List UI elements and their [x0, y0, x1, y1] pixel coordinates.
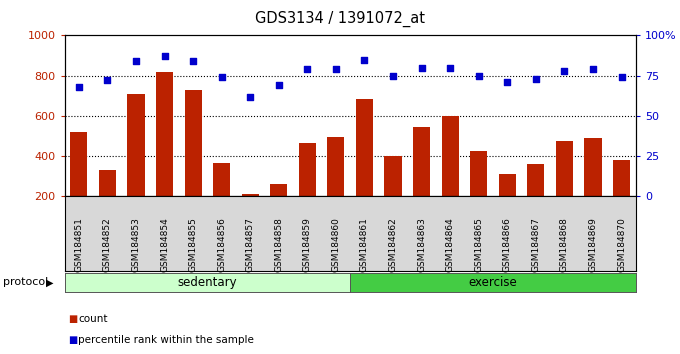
Point	[73, 84, 84, 90]
Bar	[270, 184, 288, 196]
Text: ■: ■	[68, 335, 78, 345]
Text: protocol: protocol	[3, 277, 49, 287]
Bar	[156, 72, 173, 196]
Text: count: count	[78, 314, 107, 324]
Point	[131, 58, 141, 64]
Point	[245, 94, 256, 99]
Point	[359, 57, 370, 62]
Bar	[527, 164, 545, 196]
Bar	[241, 194, 259, 196]
Bar	[356, 99, 373, 196]
Bar	[441, 116, 459, 196]
Point	[330, 67, 341, 72]
Text: exercise: exercise	[469, 276, 517, 289]
Point	[216, 74, 227, 80]
Text: ▶: ▶	[46, 277, 54, 287]
Point	[388, 73, 398, 79]
Point	[302, 67, 313, 72]
Bar	[70, 132, 88, 196]
Bar	[584, 138, 602, 196]
Point	[445, 65, 456, 70]
Bar	[127, 94, 145, 196]
Point	[102, 78, 113, 83]
Point	[473, 73, 484, 79]
Text: percentile rank within the sample: percentile rank within the sample	[78, 335, 254, 345]
Text: ■: ■	[68, 314, 78, 324]
Point	[502, 79, 513, 85]
Bar	[99, 170, 116, 196]
Bar	[184, 90, 202, 196]
Bar	[384, 156, 402, 196]
Bar	[413, 127, 430, 196]
Point	[416, 65, 427, 70]
Point	[273, 82, 284, 88]
Bar	[299, 143, 316, 196]
Bar	[556, 141, 573, 196]
Point	[588, 67, 598, 72]
Bar	[613, 160, 630, 196]
Bar	[213, 163, 231, 196]
Bar	[470, 151, 488, 196]
Bar	[498, 174, 516, 196]
Point	[616, 74, 627, 80]
Point	[559, 68, 570, 74]
Text: sedentary: sedentary	[177, 276, 237, 289]
Text: GDS3134 / 1391072_at: GDS3134 / 1391072_at	[255, 11, 425, 27]
Point	[530, 76, 541, 82]
Point	[159, 53, 170, 59]
Point	[188, 58, 199, 64]
Bar	[327, 137, 345, 196]
